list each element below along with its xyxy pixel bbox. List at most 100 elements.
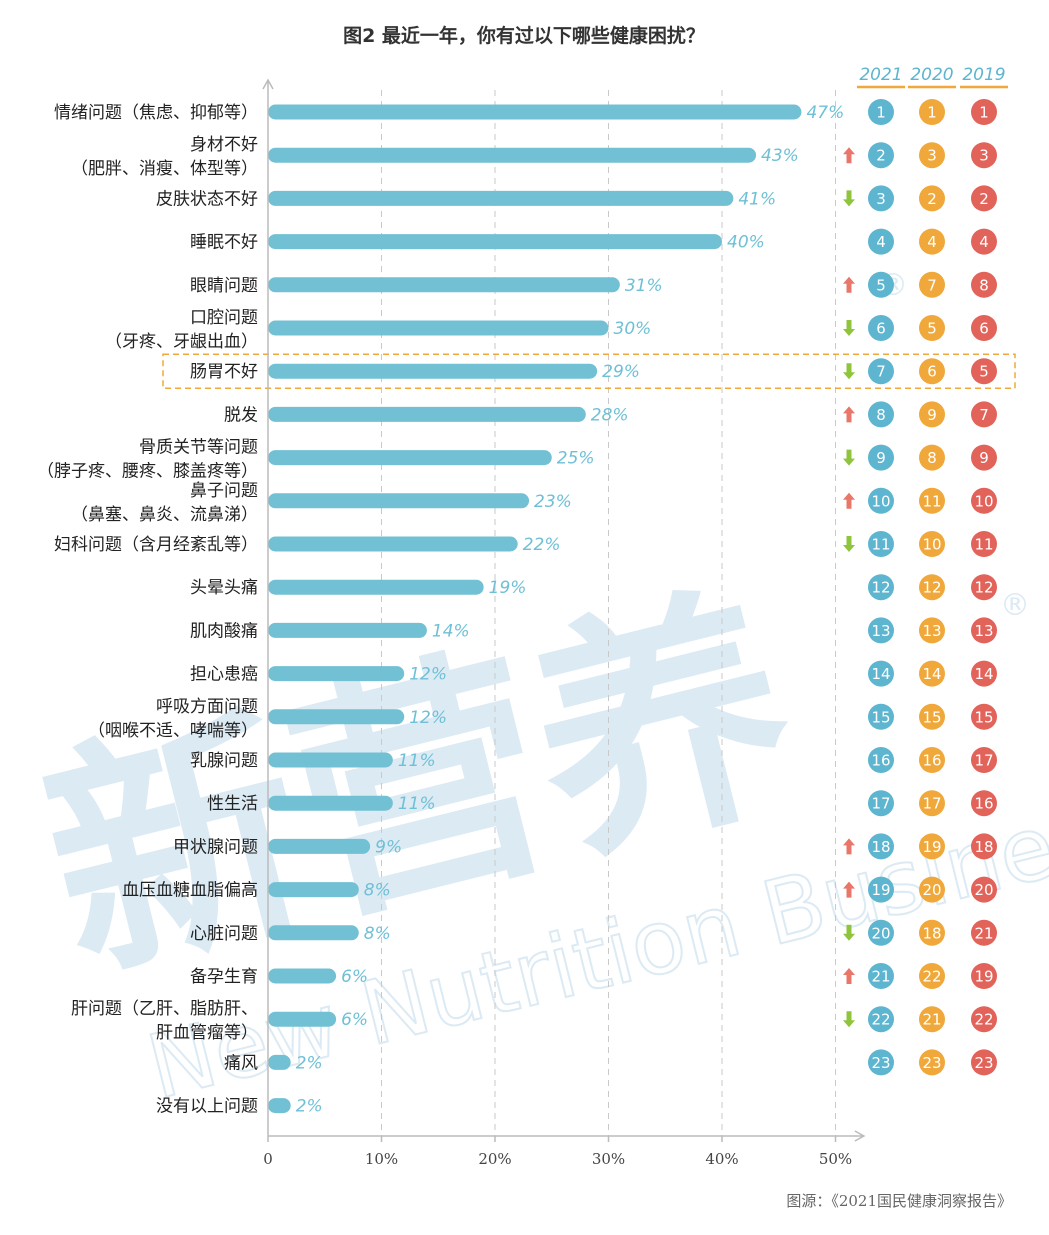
- rank-badge: [868, 747, 894, 773]
- category-label-line2: （牙疼、牙龈出血）: [105, 332, 258, 352]
- rank-number: 5: [927, 320, 937, 338]
- rank-badge: [868, 660, 894, 687]
- rank-number: 8: [979, 276, 989, 294]
- rank-number: 16: [871, 752, 890, 770]
- rank-number: 17: [871, 795, 890, 813]
- category-label-line2: （脖子疼、腰疼、膝盖疼等）: [37, 462, 258, 482]
- rank-number: 4: [927, 233, 937, 251]
- rank-badge: [971, 1049, 997, 1076]
- bar: [268, 838, 371, 854]
- rank-badge: [919, 444, 945, 471]
- rank-badge: [868, 185, 894, 212]
- value-label: 12%: [409, 665, 447, 685]
- category-label: 皮肤状态不好: [156, 189, 258, 209]
- value-label: 41%: [738, 189, 776, 209]
- rank-number: 15: [871, 708, 890, 726]
- rank-badge: [868, 142, 894, 169]
- rank-badge: [971, 315, 997, 341]
- year-header: 2021: [859, 65, 902, 85]
- rank-number: 2: [927, 190, 937, 208]
- value-label: 22%: [523, 535, 561, 555]
- category-label: 性生活: [207, 794, 258, 814]
- bar: [268, 622, 427, 638]
- rank-badge: [971, 142, 997, 169]
- rank-badge: [971, 703, 997, 730]
- value-label: 25%: [557, 449, 595, 469]
- rank-number: 7: [927, 276, 937, 294]
- trend-down-arrow-icon: [843, 1011, 855, 1028]
- bar: [268, 709, 405, 725]
- rank-badge: [971, 185, 997, 212]
- rank-badge: [971, 271, 997, 298]
- rank-number: 10: [871, 492, 890, 510]
- rank-number: 16: [974, 795, 993, 813]
- rank-badge: [868, 833, 894, 860]
- trend-up-arrow-icon: [843, 881, 855, 898]
- value-label: 8%: [364, 924, 391, 944]
- rank-number: 22: [974, 1011, 993, 1029]
- rank-number: 9: [876, 449, 886, 467]
- rank-badge: [971, 876, 997, 903]
- bar: [268, 1011, 337, 1027]
- rank-number: 10: [974, 492, 993, 510]
- category-label: 乳腺问题: [190, 751, 258, 771]
- rank-number: 17: [922, 795, 941, 813]
- rank-badge: [971, 574, 997, 601]
- bar: [268, 234, 722, 250]
- category-label: 没有以上问题: [156, 1097, 258, 1117]
- x-tick-label: 40%: [705, 1150, 738, 1168]
- rank-badge: [971, 401, 997, 428]
- category-label-line2: （咽喉不适、哮喘等）: [88, 721, 258, 741]
- category-label: 眼睛问题: [190, 276, 258, 296]
- rank-badge: [868, 963, 894, 989]
- value-label: 8%: [364, 881, 391, 901]
- category-label: 情绪问题（焦虑、抑郁等）: [54, 103, 258, 123]
- rank-number: 18: [922, 924, 941, 942]
- rank-badge: [919, 833, 945, 860]
- category-label-line2: （鼻塞、鼻炎、流鼻涕）: [71, 505, 258, 525]
- rank-number: 11: [871, 536, 890, 554]
- category-label-line2: 肝血管瘤等）: [156, 1023, 258, 1043]
- rank-badge: [971, 919, 997, 946]
- bars-layer: 47% 43% 41% 40% 31% 30% 29% 28% 25% 23% 22% 19% 14% 1…: [268, 103, 844, 1117]
- rank-badge: [919, 271, 945, 298]
- value-label: 28%: [591, 405, 629, 425]
- rank-number: 13: [974, 622, 993, 640]
- rank-number: 3: [979, 147, 989, 165]
- rank-badge: [868, 1049, 894, 1076]
- axes-layer: 0 10% 20% 30% 40% 50%: [262, 78, 866, 1168]
- rank-badge: [919, 487, 945, 514]
- bar: [268, 752, 393, 768]
- trend-down-arrow-icon: [843, 363, 855, 380]
- category-label: 头晕头痛: [190, 578, 258, 598]
- rank-number: 13: [922, 622, 941, 640]
- grid-lines: [381, 90, 836, 1136]
- rank-badge: [919, 142, 945, 169]
- rank-number: 1: [927, 104, 937, 122]
- x-axis-arrow: [854, 1130, 866, 1142]
- rank-badge: [868, 228, 894, 255]
- value-label: 2%: [296, 1053, 323, 1073]
- chart-title: 图2 最近一年，你有过以下哪些健康困扰？: [343, 24, 705, 47]
- category-labels-layer: 情绪问题（焦虑、抑郁等） 身材不好 （肥胖、消瘦、体型等） 皮肤状态不好睡眠不好眼睛问…: [37, 103, 258, 1117]
- category-label: 骨质关节等问题: [139, 438, 258, 458]
- bar: [268, 320, 609, 336]
- bar: [268, 666, 405, 682]
- rank-badge: [868, 401, 894, 428]
- rank-number: 20: [871, 924, 890, 942]
- year-header: 2019: [962, 65, 1005, 85]
- x-tick-label: 50%: [819, 1150, 852, 1168]
- rank-number: 11: [922, 492, 941, 510]
- rank-badge: [971, 444, 997, 471]
- bar: [268, 882, 359, 898]
- rank-badge: [919, 1006, 945, 1033]
- rank-number: 18: [974, 838, 993, 856]
- rank-badge: [868, 703, 894, 730]
- bar: [268, 795, 393, 811]
- rank-number: 14: [974, 665, 993, 683]
- rank-badge: [868, 617, 894, 644]
- rank-badge: [971, 660, 997, 687]
- rank-badge: [919, 919, 945, 946]
